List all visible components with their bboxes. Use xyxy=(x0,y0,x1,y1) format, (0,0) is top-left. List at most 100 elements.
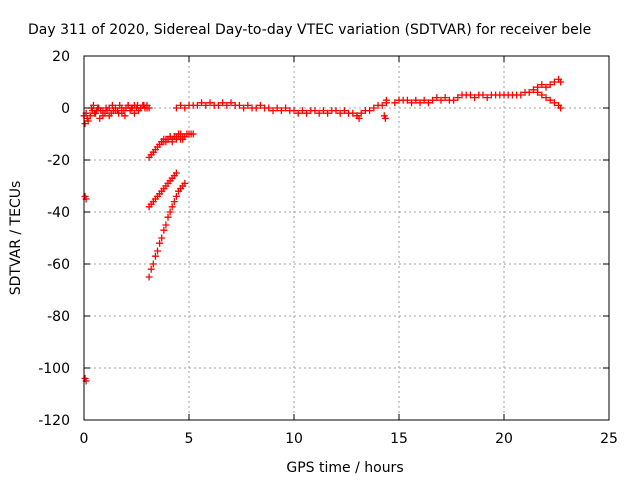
y-tick-label: -120 xyxy=(38,413,70,429)
data-point xyxy=(118,104,126,112)
data-point xyxy=(550,99,558,107)
data-point xyxy=(517,91,525,99)
y-tick-label: 20 xyxy=(52,49,70,65)
grid-lines xyxy=(84,56,609,420)
data-point xyxy=(219,99,227,107)
data-point xyxy=(550,78,558,86)
data-point xyxy=(433,94,441,102)
data-points xyxy=(80,75,565,385)
y-tick-label: -100 xyxy=(38,361,70,377)
data-point xyxy=(145,273,153,281)
data-point xyxy=(108,101,116,109)
data-point xyxy=(382,96,390,104)
data-point xyxy=(370,104,378,112)
y-tick-label: -40 xyxy=(47,205,70,221)
data-point xyxy=(147,265,155,273)
y-axis-label: SDTVAR / TECUs xyxy=(8,181,24,296)
series-1 xyxy=(87,101,151,122)
data-point xyxy=(94,104,102,112)
data-point xyxy=(105,112,113,120)
data-point xyxy=(290,107,298,115)
data-point xyxy=(355,114,363,122)
plot-frame xyxy=(83,55,610,421)
data-point xyxy=(172,169,180,177)
data-point xyxy=(479,91,487,99)
data-point xyxy=(378,101,386,109)
data-point xyxy=(170,198,178,206)
data-point xyxy=(529,86,537,94)
data-point xyxy=(557,78,565,86)
data-point xyxy=(143,104,151,112)
data-point xyxy=(177,101,185,109)
data-point xyxy=(557,104,565,112)
data-point xyxy=(441,94,449,102)
data-point xyxy=(154,247,161,255)
data-point xyxy=(96,114,104,122)
axis-ticks: 0 5 10 15 20 25 -120 -100 -80 -60 -40 -20 0 20 xyxy=(38,49,618,447)
data-point xyxy=(525,88,533,96)
data-point xyxy=(454,94,462,102)
data-point xyxy=(235,101,243,109)
data-point xyxy=(324,109,332,117)
data-point xyxy=(381,114,389,122)
data-point xyxy=(538,91,546,99)
data-point xyxy=(127,104,135,112)
x-axis-label: GPS time / hours xyxy=(286,460,403,476)
data-point xyxy=(336,109,344,117)
data-point xyxy=(181,179,189,187)
data-point xyxy=(168,203,176,211)
data-point xyxy=(349,109,357,117)
data-point xyxy=(429,96,437,104)
data-point xyxy=(115,109,123,117)
data-point xyxy=(403,96,411,104)
data-point xyxy=(189,130,197,138)
data-point xyxy=(294,109,302,117)
data-point xyxy=(466,91,474,99)
data-point xyxy=(534,88,542,96)
series-7 xyxy=(172,99,390,120)
data-point xyxy=(546,96,554,104)
data-point xyxy=(303,109,311,117)
series-10 xyxy=(534,88,565,112)
x-tick-label: 10 xyxy=(285,431,303,447)
data-point xyxy=(214,101,222,109)
data-point xyxy=(240,104,248,112)
data-point xyxy=(84,117,92,125)
data-point xyxy=(538,81,546,89)
data-point xyxy=(450,96,458,104)
y-tick-label: -60 xyxy=(47,257,70,273)
series-4 xyxy=(158,133,187,146)
data-point xyxy=(252,104,260,112)
data-point xyxy=(277,107,285,115)
data-point xyxy=(315,109,323,117)
data-point xyxy=(89,101,97,109)
y-tick-label: 0 xyxy=(61,101,70,117)
data-point xyxy=(319,107,327,115)
data-point xyxy=(332,107,340,115)
data-point xyxy=(391,99,399,107)
data-point xyxy=(160,226,168,234)
data-point xyxy=(298,107,306,115)
data-point xyxy=(158,234,166,242)
data-point xyxy=(408,99,416,107)
data-point xyxy=(156,239,164,247)
data-point xyxy=(542,94,550,102)
chart-title: Day 311 of 2020, Sidereal Day-to-day VTE… xyxy=(28,22,591,38)
data-point xyxy=(256,101,264,109)
data-point xyxy=(412,96,420,104)
data-point xyxy=(311,107,319,115)
data-point xyxy=(437,96,445,104)
data-point xyxy=(223,101,231,109)
data-point xyxy=(130,109,138,117)
series-2 xyxy=(81,192,90,385)
x-tick-label: 0 xyxy=(80,431,89,447)
data-point xyxy=(102,104,110,112)
data-point xyxy=(151,252,159,260)
data-point xyxy=(164,213,172,221)
data-point xyxy=(92,109,100,117)
data-point xyxy=(244,101,252,109)
data-point xyxy=(420,96,428,104)
data-point xyxy=(172,192,180,200)
data-point xyxy=(193,101,201,109)
